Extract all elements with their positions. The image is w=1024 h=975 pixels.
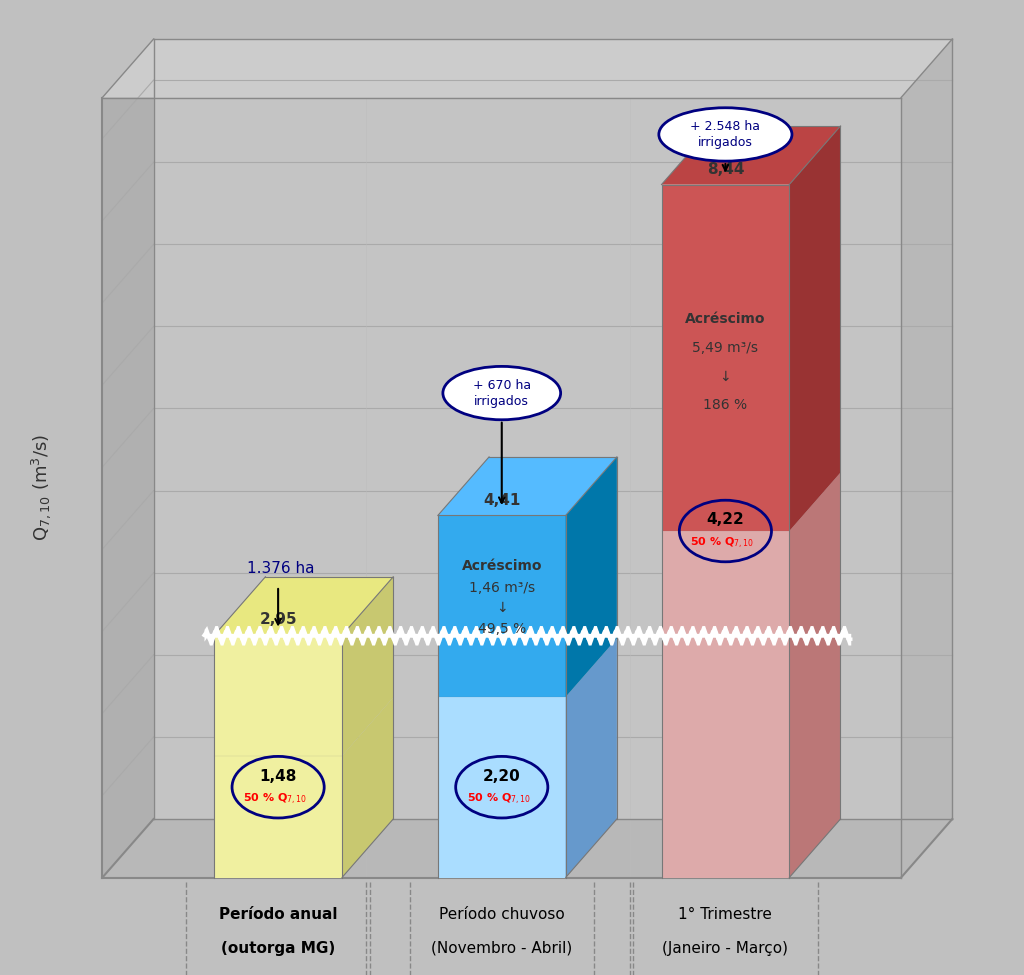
- Text: ↓: ↓: [720, 370, 731, 383]
- Text: 2,95: 2,95: [259, 612, 297, 628]
- Ellipse shape: [442, 367, 561, 420]
- Text: 186 %: 186 %: [703, 399, 748, 412]
- Polygon shape: [662, 126, 841, 184]
- Text: (Novembro - Abril): (Novembro - Abril): [431, 941, 572, 956]
- Text: 2,20: 2,20: [483, 768, 520, 784]
- Text: 49,5 %: 49,5 %: [477, 622, 526, 636]
- Polygon shape: [790, 473, 841, 878]
- Text: Acréscimo: Acréscimo: [685, 312, 766, 327]
- Text: 8,44: 8,44: [707, 162, 744, 176]
- Ellipse shape: [658, 108, 792, 161]
- Polygon shape: [102, 39, 154, 878]
- Text: + 670 ha: + 670 ha: [473, 378, 530, 392]
- Text: Período anual: Período anual: [219, 907, 337, 921]
- Text: ↓: ↓: [496, 602, 508, 615]
- Text: 1° Trimestre: 1° Trimestre: [679, 907, 772, 921]
- Polygon shape: [342, 697, 393, 878]
- Polygon shape: [662, 184, 790, 531]
- Text: 4,41: 4,41: [483, 492, 520, 508]
- Polygon shape: [565, 457, 616, 697]
- Polygon shape: [901, 39, 952, 878]
- Text: Acréscimo: Acréscimo: [462, 559, 542, 572]
- Text: Q$_{7,10}$ (m$^3$/s): Q$_{7,10}$ (m$^3$/s): [29, 434, 53, 541]
- Polygon shape: [102, 819, 952, 878]
- Polygon shape: [790, 126, 841, 531]
- Polygon shape: [214, 756, 342, 878]
- Text: 50 % Q$_{7,10}$: 50 % Q$_{7,10}$: [467, 792, 530, 807]
- Text: Período chuvoso: Período chuvoso: [439, 907, 564, 921]
- Text: 50 % Q$_{7,10}$: 50 % Q$_{7,10}$: [243, 792, 307, 807]
- Text: (outorga MG): (outorga MG): [221, 941, 335, 956]
- Text: (Janeiro - Março): (Janeiro - Março): [663, 941, 788, 956]
- Polygon shape: [438, 697, 565, 878]
- Polygon shape: [154, 39, 952, 819]
- Polygon shape: [102, 39, 952, 98]
- Text: 4,22: 4,22: [707, 513, 744, 527]
- Text: irrigados: irrigados: [698, 136, 753, 149]
- Text: irrigados: irrigados: [474, 395, 529, 408]
- Text: 50 % Q$_{7,10}$: 50 % Q$_{7,10}$: [690, 536, 755, 551]
- Text: 1,46 m³/s: 1,46 m³/s: [469, 581, 535, 596]
- Polygon shape: [662, 531, 790, 878]
- Text: 1.376 ha: 1.376 ha: [248, 562, 315, 576]
- Polygon shape: [438, 516, 565, 697]
- Polygon shape: [438, 457, 616, 516]
- Text: + 2.548 ha: + 2.548 ha: [690, 120, 761, 133]
- Text: 1,48: 1,48: [259, 768, 297, 784]
- Polygon shape: [565, 639, 616, 878]
- Polygon shape: [214, 636, 342, 756]
- Polygon shape: [214, 577, 393, 636]
- Polygon shape: [342, 577, 393, 756]
- Text: 5,49 m³/s: 5,49 m³/s: [692, 341, 759, 355]
